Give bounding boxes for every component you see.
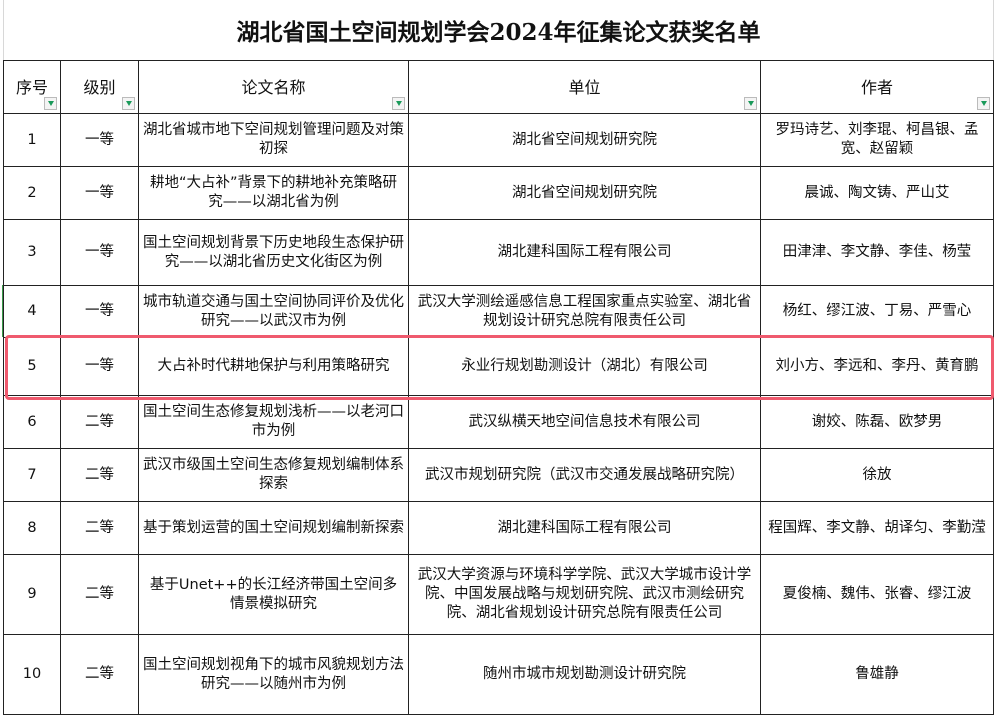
header-paper: 论文名称	[138, 60, 409, 114]
table-row[interactable]: 4 一等 城市轨道交通与国土空间协同评价及优化研究——以武汉市为例 武汉大学测绘遥感信…	[3, 285, 994, 338]
cell-paper[interactable]: 国土空间规划视角下的城市风貌规划方法研究——以随州市为例	[138, 634, 409, 715]
cell-paper[interactable]: 大占补时代耕地保护与利用策略研究	[138, 337, 409, 396]
cell-paper[interactable]: 湖北省城市地下空间规划管理问题及对策初探	[138, 113, 409, 167]
cell-paper[interactable]: 基于Unet++的长江经济带国土空间多情景模拟研究	[138, 554, 409, 635]
cell-level[interactable]: 一等	[60, 219, 139, 286]
cell-no[interactable]: 5	[3, 337, 61, 396]
filter-dropdown-icon[interactable]	[122, 97, 135, 110]
table-row[interactable]: 2 一等 耕地“大占补”背景下的耕地补充策略研究——以湖北省为例 湖北省空间规划研究院…	[3, 166, 994, 220]
cell-unit[interactable]: 永业行规划勘测设计（湖北）有限公司	[408, 337, 761, 396]
header-row: 序号 级别 论文名称 单位 作者	[3, 60, 994, 114]
cell-paper[interactable]: 城市轨道交通与国土空间协同评价及优化研究——以武汉市为例	[138, 285, 409, 338]
cell-authors[interactable]: 晨诚、陶文铸、严山艾	[760, 166, 994, 220]
table-row[interactable]: 10 二等 国土空间规划视角下的城市风貌规划方法研究——以随州市为例 随州市城市规划勘…	[3, 634, 994, 715]
table-row[interactable]: 8 二等 基于策划运营的国土空间规划编制新探索 湖北建科国际工程有限公司 程国辉、李文静…	[3, 501, 994, 555]
cell-no[interactable]: 3	[3, 219, 61, 286]
header-authors: 作者	[760, 60, 994, 114]
cell-unit[interactable]: 武汉大学资源与环境科学学院、武汉大学城市设计学院、中国发展战略与规划研究院、武汉…	[408, 554, 761, 635]
cell-unit[interactable]: 随州市城市规划勘测设计研究院	[408, 634, 761, 715]
header-unit: 单位	[408, 60, 761, 114]
cell-paper[interactable]: 武汉市级国土空间生态修复规划编制体系探索	[138, 448, 409, 502]
cell-unit[interactable]: 湖北省空间规划研究院	[408, 166, 761, 220]
cell-level[interactable]: 一等	[60, 166, 139, 220]
cell-no[interactable]: 2	[3, 166, 61, 220]
cell-level[interactable]: 二等	[60, 448, 139, 502]
table-row[interactable]: 5 一等 大占补时代耕地保护与利用策略研究 永业行规划勘测设计（湖北）有限公司 刘小方、…	[3, 337, 994, 396]
cell-authors[interactable]: 夏俊楠、魏伟、张睿、缪江波	[760, 554, 994, 635]
table-row[interactable]: 7 二等 武汉市级国土空间生态修复规划编制体系探索 武汉市规划研究院（武汉市交通发展战…	[3, 448, 994, 502]
cell-level[interactable]: 一等	[60, 285, 139, 338]
filter-dropdown-icon[interactable]	[44, 97, 57, 110]
cell-no[interactable]: 1	[3, 113, 61, 167]
cell-unit[interactable]: 湖北建科国际工程有限公司	[408, 501, 761, 555]
header-no: 序号	[3, 60, 61, 114]
cell-paper[interactable]: 国土空间生态修复规划浅析——以老河口市为例	[138, 395, 409, 449]
sheet-title: 湖北省国土空间规划学会2024年征集论文获奖名单	[3, 0, 994, 60]
cell-authors[interactable]: 刘小方、李远和、李丹、黄育鹏	[760, 337, 994, 396]
filter-dropdown-icon[interactable]	[744, 97, 757, 110]
cell-unit[interactable]: 武汉纵横天地空间信息技术有限公司	[408, 395, 761, 449]
cell-authors[interactable]: 谢姣、陈磊、欧梦男	[760, 395, 994, 449]
cell-unit[interactable]: 武汉大学测绘遥感信息工程国家重点实验室、湖北省规划设计研究总院有限责任公司	[408, 285, 761, 338]
cell-paper[interactable]: 耕地“大占补”背景下的耕地补充策略研究——以湖北省为例	[138, 166, 409, 220]
cell-no[interactable]: 4	[3, 285, 61, 338]
cell-authors[interactable]: 杨红、缪江波、丁易、严雪心	[760, 285, 994, 338]
cell-level[interactable]: 一等	[60, 337, 139, 396]
award-table: 序号 级别 论文名称 单位 作者 1 一等 湖北省城市地下空间规划管理问题及对策初探…	[3, 60, 994, 715]
filter-dropdown-icon[interactable]	[977, 97, 990, 110]
cell-unit[interactable]: 湖北省空间规划研究院	[408, 113, 761, 167]
cell-paper[interactable]: 基于策划运营的国土空间规划编制新探索	[138, 501, 409, 555]
table-row[interactable]: 1 一等 湖北省城市地下空间规划管理问题及对策初探 湖北省空间规划研究院 罗玛诗艺、刘李…	[3, 113, 994, 167]
cell-no[interactable]: 6	[3, 395, 61, 449]
cell-no[interactable]: 9	[3, 554, 61, 635]
cell-no[interactable]: 7	[3, 448, 61, 502]
filter-dropdown-icon[interactable]	[392, 97, 405, 110]
cell-level[interactable]: 一等	[60, 113, 139, 167]
cell-paper[interactable]: 国土空间规划背景下历史地段生态保护研究——以湖北省历史文化街区为例	[138, 219, 409, 286]
cell-unit[interactable]: 武汉市规划研究院（武汉市交通发展战略研究院）	[408, 448, 761, 502]
cell-unit[interactable]: 湖北建科国际工程有限公司	[408, 219, 761, 286]
cell-authors[interactable]: 程国辉、李文静、胡译匀、李勤滢	[760, 501, 994, 555]
cell-authors[interactable]: 鲁雄静	[760, 634, 994, 715]
cell-authors[interactable]: 罗玛诗艺、刘李琨、柯昌银、孟宽、赵留颖	[760, 113, 994, 167]
cell-no[interactable]: 8	[3, 501, 61, 555]
cell-authors[interactable]: 田津津、李文静、李佳、杨莹	[760, 219, 994, 286]
table-row[interactable]: 6 二等 国土空间生态修复规划浅析——以老河口市为例 武汉纵横天地空间信息技术有限公司…	[3, 395, 994, 449]
cell-no[interactable]: 10	[3, 634, 61, 715]
cell-level[interactable]: 二等	[60, 501, 139, 555]
cell-authors[interactable]: 徐放	[760, 448, 994, 502]
cell-level[interactable]: 二等	[60, 554, 139, 635]
header-level: 级别	[60, 60, 139, 114]
table-row[interactable]: 3 一等 国土空间规划背景下历史地段生态保护研究——以湖北省历史文化街区为例 湖北建科…	[3, 219, 994, 286]
cell-level[interactable]: 二等	[60, 395, 139, 449]
table-row[interactable]: 9 二等 基于Unet++的长江经济带国土空间多情景模拟研究 武汉大学资源与环境科学学…	[3, 554, 994, 635]
cell-level[interactable]: 二等	[60, 634, 139, 715]
